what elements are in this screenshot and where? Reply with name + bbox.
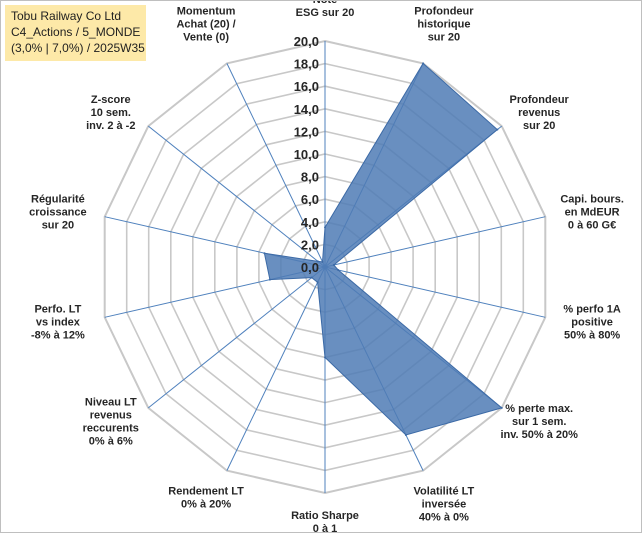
axis-label: Niveau LT revenus reccurents 0% à 6%	[83, 397, 139, 448]
data-point	[422, 62, 425, 65]
data-point	[316, 281, 319, 284]
data-point	[263, 252, 266, 255]
axis-spoke	[147, 125, 326, 268]
title-company: Tobu Railway Co Ltd	[11, 9, 122, 23]
tick-label: 18,0	[294, 57, 319, 72]
data-point	[496, 128, 499, 131]
axis-label: Régularité croissance sur 20	[29, 193, 86, 231]
tick-label: 4,0	[301, 215, 319, 230]
title-params: (3,0% | 7,0%) / 2025W35	[11, 41, 145, 55]
axis-label: Capi. bours. en MdEUR 0 à 60 G€	[560, 193, 624, 231]
axis-label: Profondeur revenus sur 20	[510, 94, 570, 132]
tick-label: 20,0	[294, 34, 319, 49]
axis-label: Rendement LT 0% à 20%	[168, 485, 244, 510]
data-point	[268, 278, 271, 281]
tick-label: 6,0	[301, 192, 319, 207]
axis-label: % perfo 1A positive 50% à 80%	[563, 304, 621, 342]
data-point	[500, 406, 503, 409]
axis-label: NoteESG sur 20	[296, 1, 355, 19]
data-point	[337, 269, 340, 271]
axis-spoke	[226, 63, 326, 268]
tick-label: 2,0	[301, 237, 319, 252]
data-point	[321, 260, 324, 263]
axis-label: % perte max. sur 1 sem. inv. 50% à 20%	[500, 403, 578, 441]
axis-spoke	[226, 266, 326, 471]
tick-label: 16,0	[294, 79, 319, 94]
data-point	[324, 226, 326, 229]
data-point	[332, 264, 335, 266]
data-point	[310, 276, 313, 279]
series-layer	[263, 62, 503, 436]
axis-label: Ratio Sharpe 0 à 1	[291, 510, 359, 532]
axis-label: Momentum Achat (20) / Vente (0)	[176, 6, 235, 44]
data-point	[404, 434, 407, 436]
axis-spoke	[324, 216, 546, 268]
axis-spoke	[324, 266, 546, 318]
axis-spoke	[147, 266, 326, 409]
axis-label: Profondeur historique sur 20	[414, 6, 474, 44]
title-portfolio: C4_Actions / 5_MONDE	[11, 25, 141, 39]
axis-label: Volatilité LT inversée 40% à 0%	[414, 485, 475, 523]
axis-label: Perfo. LT vs index -8% à 12%	[31, 304, 85, 342]
tick-label: 0,0	[301, 260, 319, 275]
tick-label: 8,0	[301, 170, 319, 185]
data-point	[316, 260, 319, 263]
tick-layer: 0,0 2,0 4,0 6,0 8,0 10,0 12,0 14,0 16,0 18,0 20,0	[294, 34, 319, 275]
title-box: Tobu Railway Co Ltd C4_Actions / 5_MONDE…	[5, 5, 146, 61]
axis-label: Z-score 10 sem. inv. 2 à -2	[86, 94, 135, 132]
tick-label: 14,0	[294, 102, 319, 117]
tick-label: 10,0	[294, 147, 319, 162]
data-point	[324, 356, 326, 359]
tick-label: 12,0	[294, 124, 319, 139]
